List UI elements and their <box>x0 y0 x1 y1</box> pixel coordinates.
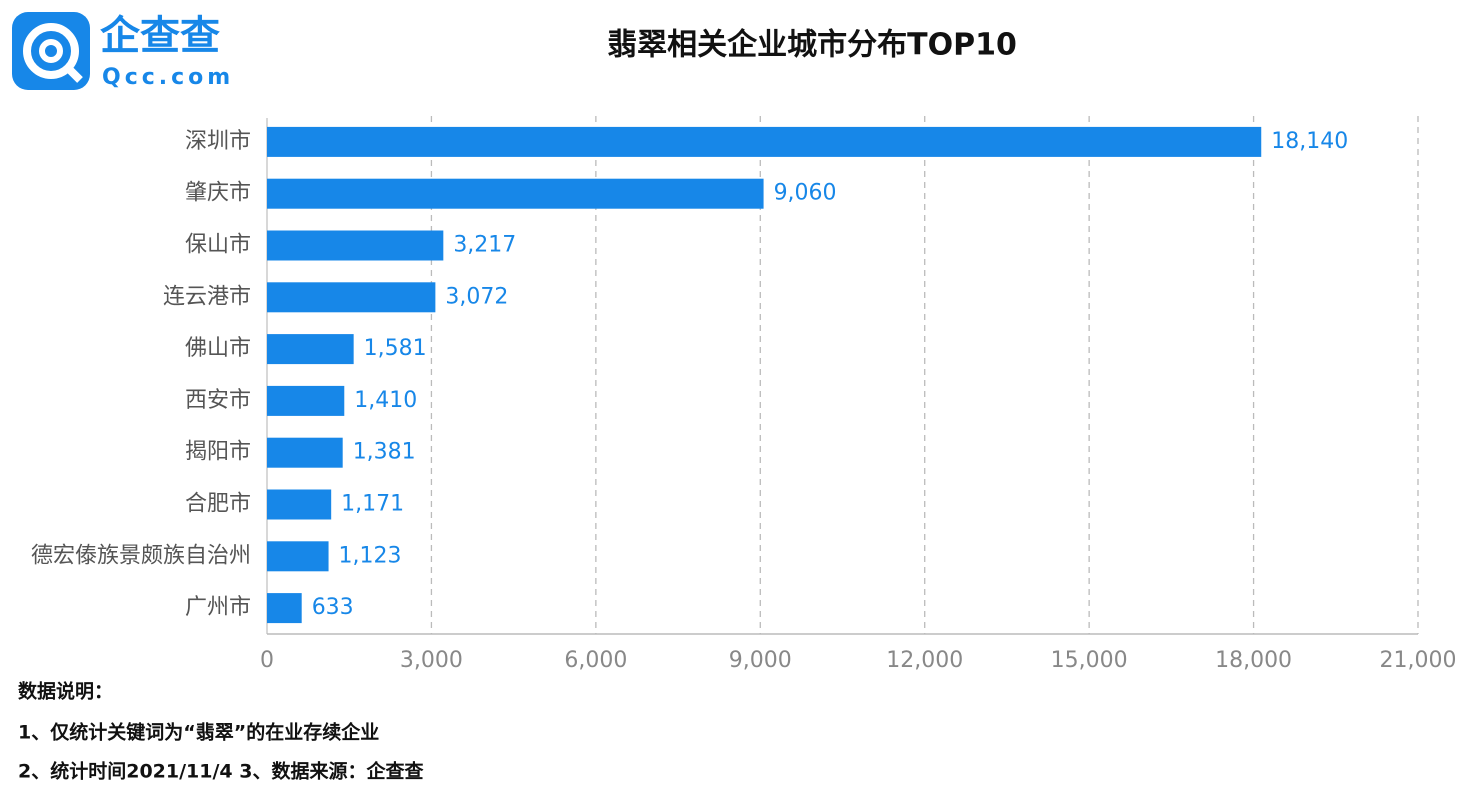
y-tick-label: 保山市 <box>185 233 251 258</box>
bar <box>267 593 302 624</box>
bar <box>267 385 345 416</box>
y-tick-label: 揭阳市 <box>185 440 251 465</box>
chart-title: 翡翠相关企业城市分布TOP10 <box>607 28 1017 63</box>
value-label: 1,123 <box>339 543 402 568</box>
y-tick-label: 深圳市 <box>185 129 251 154</box>
value-label: 1,410 <box>354 388 417 413</box>
y-tick-label: 广州市 <box>185 595 251 620</box>
value-label: 9,060 <box>774 181 837 206</box>
value-label: 3,217 <box>453 233 516 258</box>
logo-domain: Qcc.com <box>102 65 234 90</box>
note: 数据说明： <box>18 680 113 703</box>
note: 2、统计时间2021/11/4 3、数据来源：企查查 <box>18 760 424 783</box>
bar <box>267 437 343 468</box>
y-tick-label: 德宏傣族景颇族自治州 <box>31 543 251 568</box>
bar <box>267 489 332 520</box>
x-tick-label: 21,000 <box>1380 648 1457 673</box>
value-label: 3,072 <box>445 284 508 309</box>
bar <box>267 178 764 209</box>
x-tick-label: 18,000 <box>1215 648 1292 673</box>
bar <box>267 126 1262 157</box>
y-tick-label: 连云港市 <box>163 284 251 309</box>
y-tick-label: 肇庆市 <box>185 181 251 206</box>
logo-name: 企查查 <box>100 13 220 59</box>
bar <box>267 230 444 261</box>
value-label: 18,140 <box>1271 129 1348 154</box>
x-tick-label: 9,000 <box>729 648 792 673</box>
x-tick-label: 0 <box>260 648 274 673</box>
x-tick-label: 3,000 <box>400 648 463 673</box>
x-tick-label: 12,000 <box>886 648 963 673</box>
logo: 企查查 Qcc.com <box>12 12 234 90</box>
value-label: 1,171 <box>341 492 404 517</box>
bar <box>267 282 436 313</box>
value-label: 633 <box>312 595 354 620</box>
value-label: 1,581 <box>364 336 427 361</box>
logo-ring <box>23 23 79 79</box>
logo-core <box>39 39 63 63</box>
value-label: 1,381 <box>353 440 416 465</box>
bar <box>267 541 329 572</box>
y-tick-label: 西安市 <box>185 388 251 413</box>
x-tick-label: 6,000 <box>564 648 627 673</box>
y-tick-label: 佛山市 <box>185 336 251 361</box>
logo-tail <box>63 63 83 83</box>
x-tick-label: 15,000 <box>1051 648 1128 673</box>
y-tick-label: 合肥市 <box>185 492 251 517</box>
bar <box>267 334 354 365</box>
note: 1、仅统计关键词为“翡翠”的在业存续企业 <box>18 721 379 744</box>
